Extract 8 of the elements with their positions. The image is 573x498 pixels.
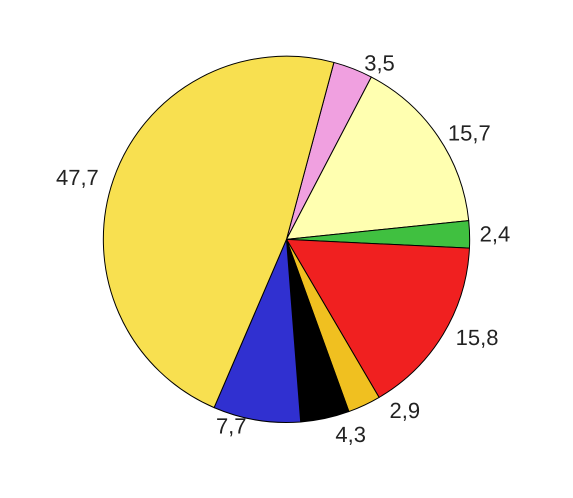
data-label: 15,7 bbox=[448, 120, 491, 146]
data-label: 47,7 bbox=[56, 164, 99, 190]
data-label: 3,5 bbox=[364, 50, 395, 76]
data-label: 2,4 bbox=[480, 222, 510, 247]
data-label: 7,7 bbox=[216, 413, 247, 438]
data-label: 2,9 bbox=[390, 398, 420, 424]
data-label: 4,3 bbox=[335, 422, 366, 448]
data-label: 15,8 bbox=[456, 324, 498, 350]
